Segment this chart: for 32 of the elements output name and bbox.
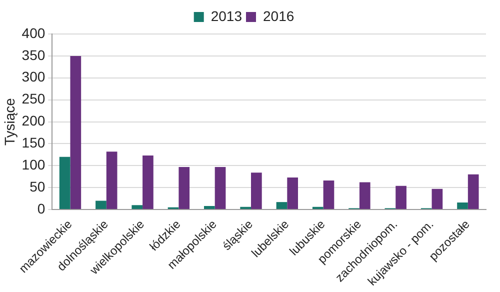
bar — [240, 206, 252, 210]
legend-label: 2016 — [263, 8, 294, 24]
bar — [96, 200, 106, 210]
bar — [312, 206, 324, 210]
bar — [287, 177, 298, 210]
bar — [106, 152, 118, 210]
bar — [214, 166, 226, 210]
bar — [323, 180, 334, 210]
y-tick-label: 350 — [22, 46, 46, 63]
y-tick-label: 50 — [30, 178, 46, 194]
legend-label: 2013 — [210, 8, 242, 24]
bar — [457, 202, 468, 210]
bar — [132, 205, 143, 210]
y-tick-label: 0 — [37, 200, 46, 216]
bar — [59, 156, 70, 210]
bar — [70, 56, 82, 210]
bar — [432, 188, 443, 210]
y-tick-label: 200 — [22, 112, 46, 129]
y-tick-label: 100 — [22, 156, 46, 172]
bar — [468, 174, 479, 210]
y-tick-label: 250 — [22, 90, 46, 107]
bar — [178, 166, 190, 210]
bar — [251, 172, 262, 210]
bar — [204, 206, 215, 210]
bar — [359, 182, 370, 210]
y-tick-label: 150 — [22, 134, 46, 151]
bar — [142, 156, 154, 210]
y-tick-label: 300 — [22, 68, 46, 85]
y-axis-title: Tysiące — [1, 98, 18, 146]
y-tick-label: 400 — [22, 24, 46, 41]
bar — [276, 202, 288, 210]
bar — [396, 186, 406, 210]
